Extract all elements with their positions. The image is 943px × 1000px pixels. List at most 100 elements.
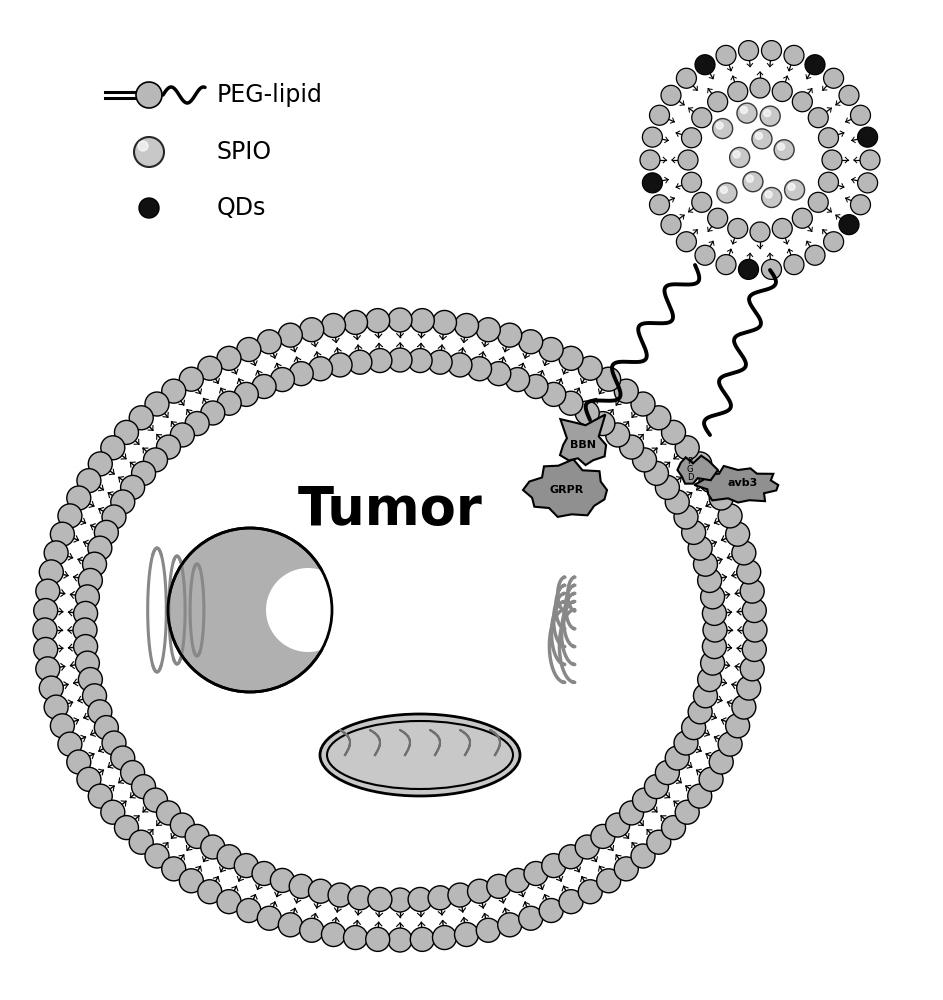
Circle shape <box>102 731 126 755</box>
Circle shape <box>83 684 107 708</box>
Circle shape <box>650 105 670 125</box>
Circle shape <box>343 310 368 334</box>
Circle shape <box>129 406 153 430</box>
Polygon shape <box>694 466 778 502</box>
Circle shape <box>772 82 792 102</box>
Circle shape <box>730 147 750 167</box>
Circle shape <box>703 635 726 659</box>
Circle shape <box>468 879 491 903</box>
Circle shape <box>266 568 350 652</box>
Circle shape <box>34 599 58 623</box>
Circle shape <box>644 461 669 485</box>
Text: BBN: BBN <box>570 440 596 450</box>
Circle shape <box>198 880 222 904</box>
Circle shape <box>468 357 491 381</box>
Polygon shape <box>677 456 718 484</box>
Circle shape <box>89 784 112 808</box>
Circle shape <box>736 103 757 123</box>
Circle shape <box>687 784 712 808</box>
Circle shape <box>308 357 333 381</box>
Circle shape <box>692 192 712 212</box>
Circle shape <box>736 560 761 584</box>
Circle shape <box>823 68 844 88</box>
Circle shape <box>110 490 135 514</box>
Circle shape <box>348 350 372 374</box>
Circle shape <box>75 585 99 609</box>
Circle shape <box>591 412 615 436</box>
Circle shape <box>77 469 101 493</box>
Circle shape <box>718 504 742 528</box>
Circle shape <box>674 505 698 529</box>
Circle shape <box>778 143 785 150</box>
Circle shape <box>75 651 99 675</box>
Circle shape <box>129 830 153 854</box>
Circle shape <box>34 637 58 661</box>
Circle shape <box>591 824 615 848</box>
Circle shape <box>328 883 352 907</box>
Circle shape <box>138 141 148 151</box>
Circle shape <box>322 313 345 337</box>
Circle shape <box>121 475 144 499</box>
Circle shape <box>750 222 770 242</box>
Circle shape <box>750 78 770 98</box>
Circle shape <box>433 310 456 334</box>
Circle shape <box>448 883 472 907</box>
Circle shape <box>498 913 521 937</box>
Circle shape <box>368 887 392 911</box>
Circle shape <box>762 259 782 279</box>
Circle shape <box>716 45 736 65</box>
Circle shape <box>388 928 412 952</box>
Circle shape <box>695 55 715 75</box>
Circle shape <box>234 854 258 878</box>
Circle shape <box>519 906 542 930</box>
Circle shape <box>682 128 702 148</box>
Circle shape <box>44 695 68 719</box>
Circle shape <box>695 245 715 265</box>
Circle shape <box>678 150 698 170</box>
Circle shape <box>519 330 542 354</box>
Circle shape <box>762 41 782 61</box>
Circle shape <box>114 816 139 840</box>
Circle shape <box>168 528 332 692</box>
Circle shape <box>707 208 728 228</box>
Circle shape <box>271 868 294 892</box>
Circle shape <box>822 150 842 170</box>
Circle shape <box>328 353 352 377</box>
Circle shape <box>732 541 756 565</box>
Circle shape <box>640 150 660 170</box>
Circle shape <box>40 560 63 584</box>
Circle shape <box>278 913 303 937</box>
Circle shape <box>139 198 159 218</box>
Circle shape <box>410 927 435 951</box>
Circle shape <box>693 552 718 576</box>
Circle shape <box>121 761 144 785</box>
Circle shape <box>448 353 472 377</box>
Circle shape <box>633 788 656 812</box>
Circle shape <box>699 767 723 791</box>
Circle shape <box>102 505 126 529</box>
Circle shape <box>322 923 345 947</box>
Circle shape <box>792 92 812 112</box>
Circle shape <box>755 132 763 139</box>
Circle shape <box>388 888 412 912</box>
Circle shape <box>234 382 258 406</box>
Circle shape <box>823 232 844 252</box>
Circle shape <box>539 898 563 922</box>
Circle shape <box>134 137 164 167</box>
Circle shape <box>676 68 696 88</box>
Circle shape <box>74 635 97 659</box>
Circle shape <box>732 695 756 719</box>
Circle shape <box>743 618 767 642</box>
Circle shape <box>575 401 599 425</box>
Circle shape <box>348 886 372 910</box>
Circle shape <box>682 520 705 544</box>
Circle shape <box>541 854 566 878</box>
Text: D: D <box>687 474 693 483</box>
Circle shape <box>559 890 583 914</box>
Circle shape <box>366 309 389 333</box>
Circle shape <box>179 367 204 391</box>
Circle shape <box>718 732 742 756</box>
Circle shape <box>784 45 804 65</box>
Circle shape <box>185 824 209 848</box>
Text: QDs: QDs <box>217 196 266 220</box>
